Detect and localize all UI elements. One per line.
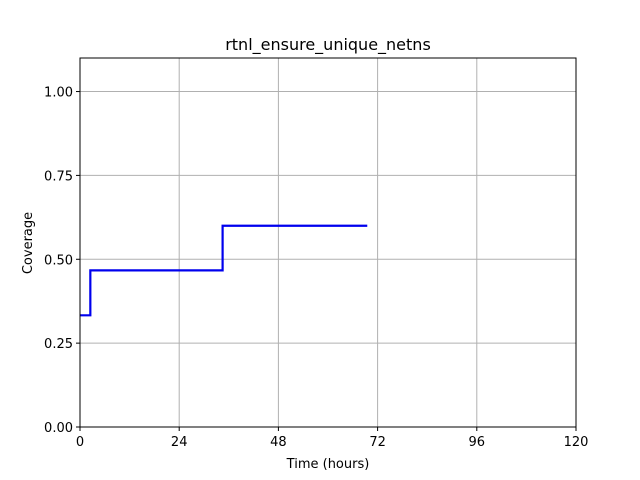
x-tick-label: 96 [469,435,486,450]
y-axis-label: Coverage [21,212,36,274]
y-tick-label: 0.00 [44,421,73,436]
x-axis-label: Time (hours) [286,457,370,472]
x-tick-label: 24 [171,435,188,450]
y-tick-label: 0.50 [44,253,73,268]
y-tick-label: 0.75 [44,169,73,184]
ticks: 0 24 48 72 96 120 0.00 0.25 0.50 0.75 1.00 [44,86,588,450]
x-tick-label: 72 [369,435,386,450]
series-layer [80,224,368,317]
series-line-coverage [80,224,368,317]
x-tick-label: 0 [76,435,84,450]
x-tick-label: 120 [564,435,589,450]
x-tick-label: 48 [270,435,287,450]
y-tick-label: 0.25 [44,337,73,352]
plot-frame [79,57,577,428]
chart-title: rtnl_ensure_unique_netns [225,35,431,55]
y-tick-label: 1.00 [44,86,73,101]
